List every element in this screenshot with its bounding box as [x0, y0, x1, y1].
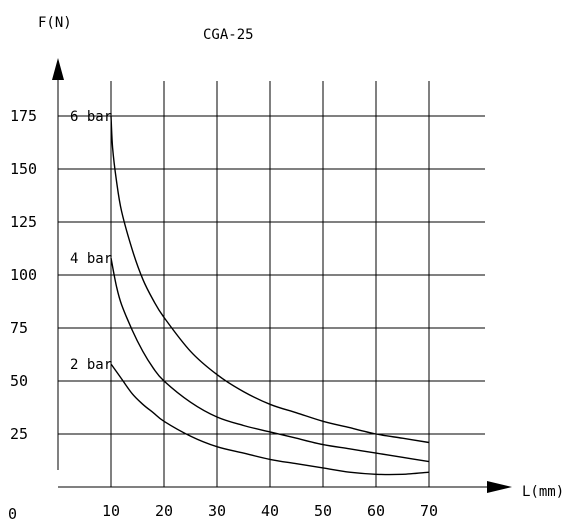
series-line-6-bar: [110, 115, 430, 444]
x-tick-label: 50: [314, 502, 332, 520]
series-line-4-bar: [110, 257, 430, 463]
grid: [58, 81, 485, 487]
x-tick-label: 10: [102, 502, 120, 520]
series-label-6-bar: 6 bar: [70, 109, 112, 125]
y-tick-label: 50: [10, 372, 28, 390]
axes: F(N) L(mm) CGA-25 0: [8, 15, 564, 522]
x-tick-label: 60: [367, 502, 385, 520]
y-tick-label: 150: [10, 160, 37, 178]
origin-label: 0: [8, 505, 17, 522]
series-label-2-bar: 2 bar: [70, 357, 112, 373]
y-tick-label: 175: [10, 107, 37, 125]
series: 6 bar 4 bar 2 bar: [70, 109, 430, 476]
y-axis-label: F(N): [38, 15, 72, 31]
x-axis-label: L(mm): [522, 484, 564, 500]
y-tick-label: 75: [10, 319, 28, 337]
tick-labels: 25 50 75 100 125 150 175 10 20 30 40 50 60 70: [10, 107, 438, 520]
series-label-4-bar: 4 bar: [70, 251, 112, 267]
x-tick-label: 40: [261, 502, 279, 520]
y-tick-label: 100: [10, 266, 37, 284]
x-tick-label: 30: [208, 502, 226, 520]
y-tick-label: 125: [10, 213, 37, 231]
x-axis-arrow-icon: [487, 481, 512, 493]
x-tick-label: 70: [420, 502, 438, 520]
x-tick-label: 20: [155, 502, 173, 520]
y-tick-label: 25: [10, 425, 28, 443]
series-line-2-bar: [110, 363, 430, 476]
chart-title: CGA-25: [203, 27, 254, 43]
y-axis-arrow-icon: [52, 58, 64, 80]
